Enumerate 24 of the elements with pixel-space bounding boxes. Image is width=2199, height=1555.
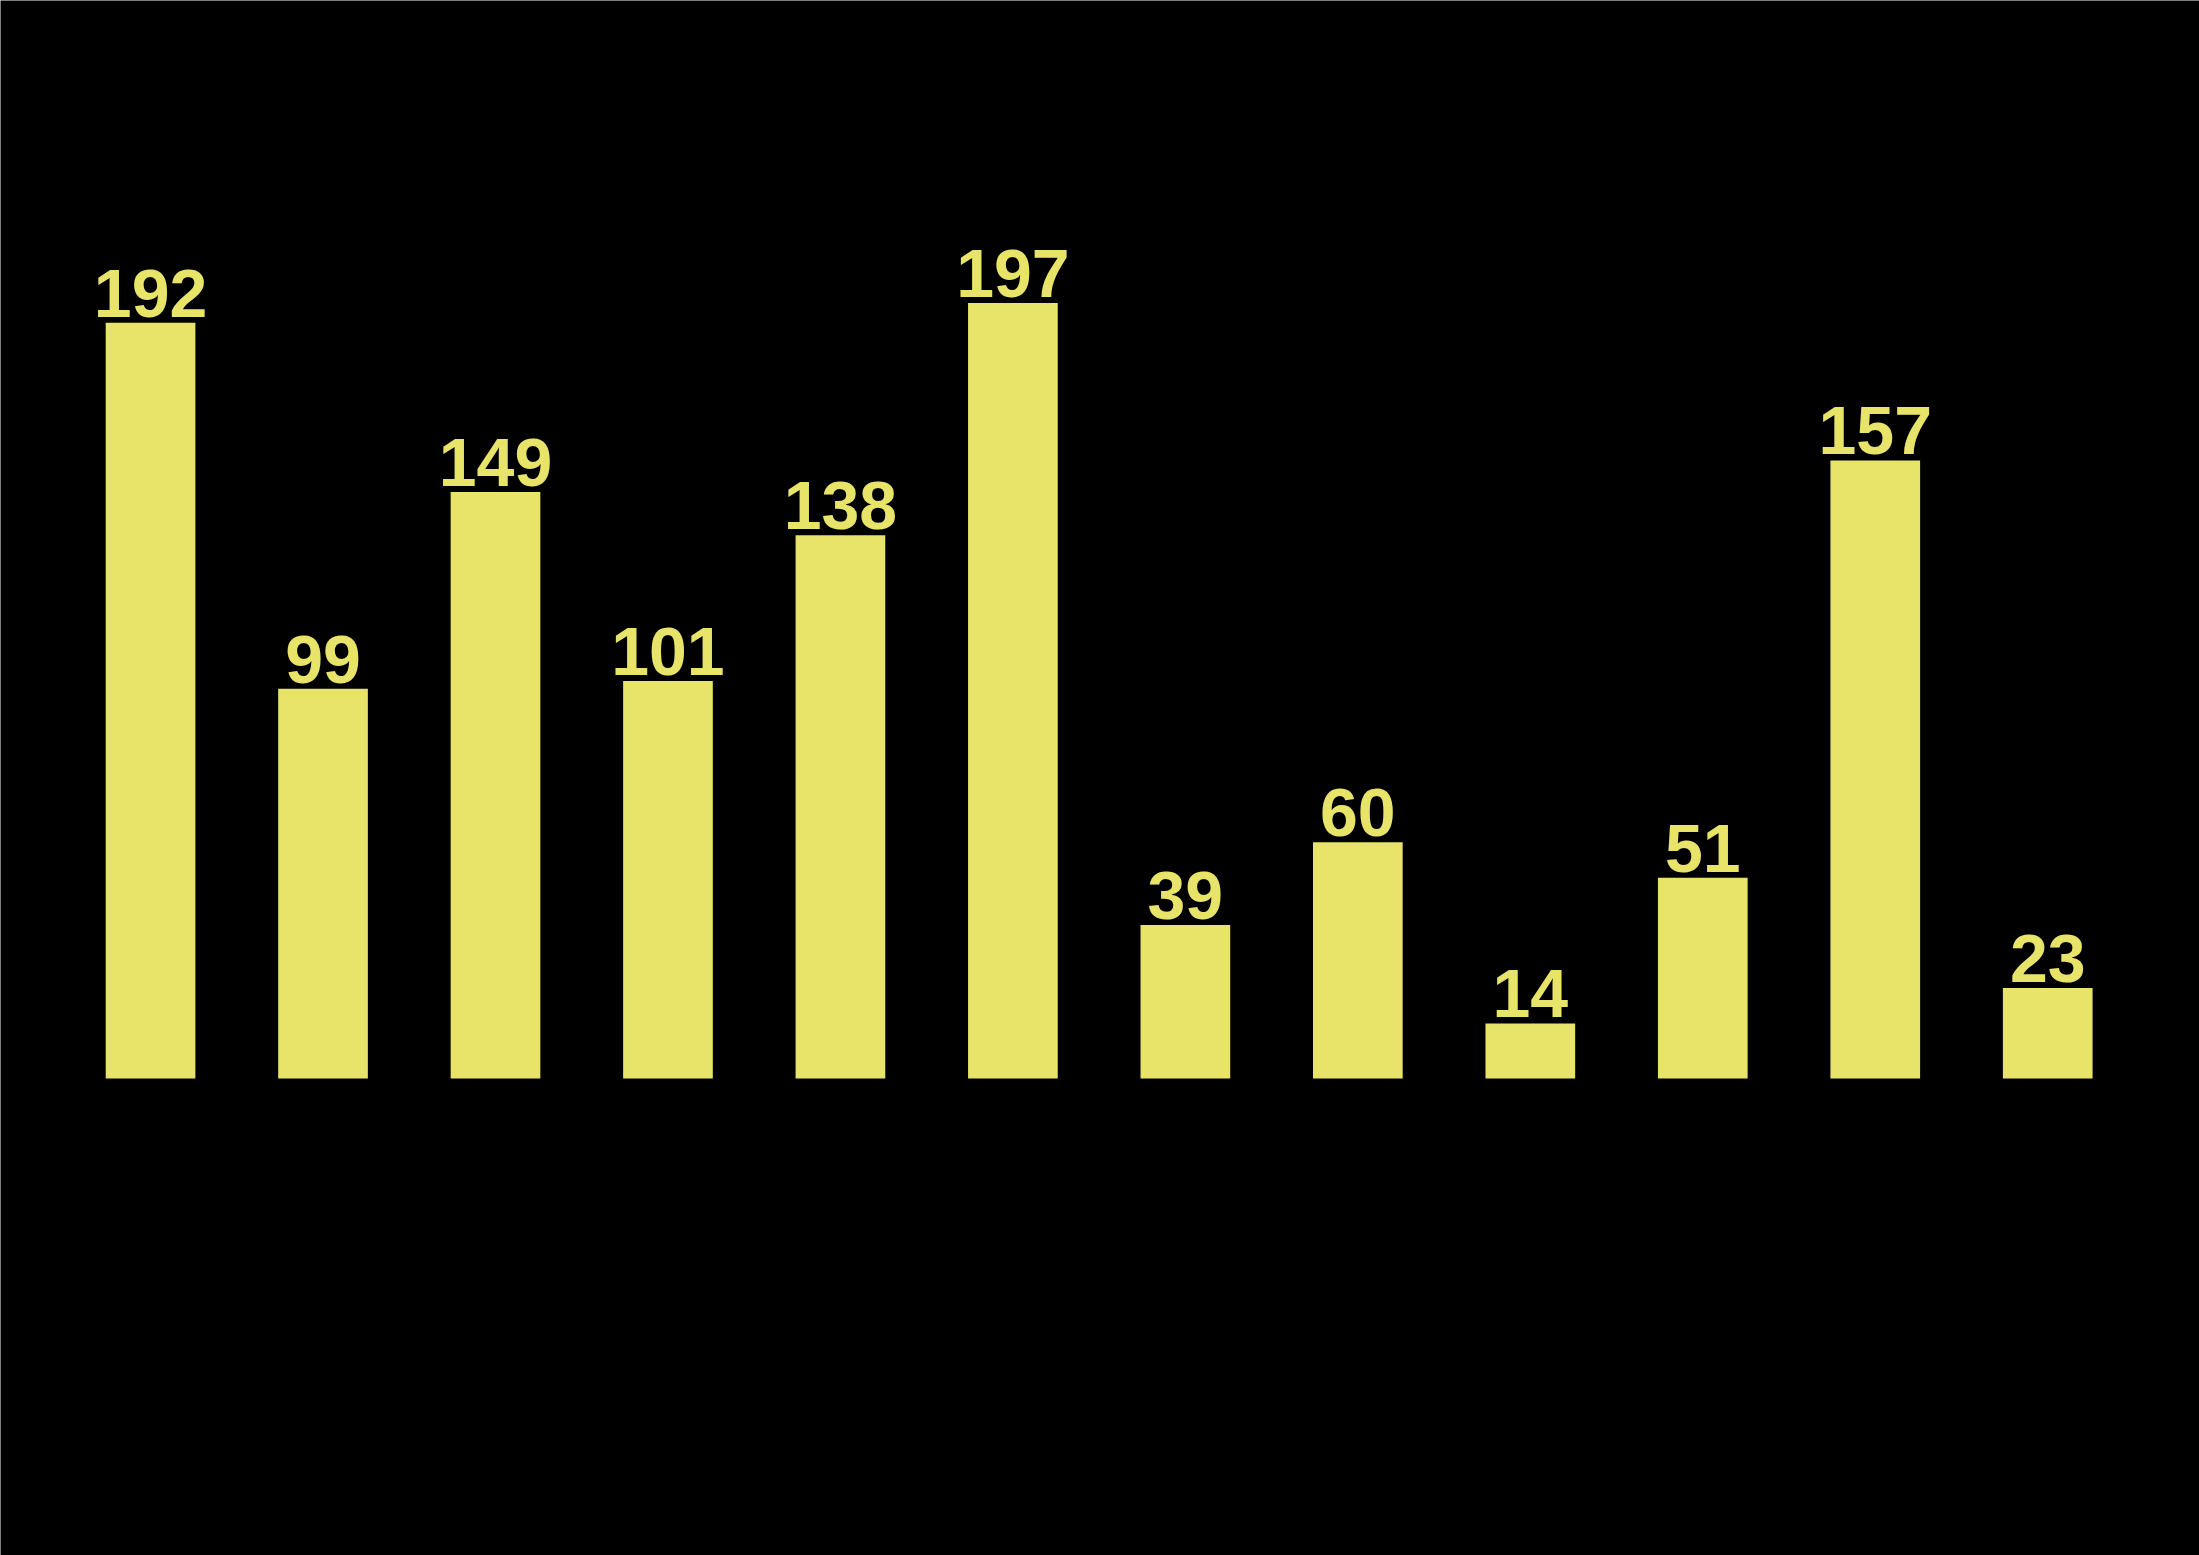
data-label: 101 <box>611 612 725 689</box>
bar <box>623 680 713 1079</box>
bar <box>450 491 541 1079</box>
data-label: 157 <box>1818 392 1932 469</box>
data-label: 60 <box>1320 774 1396 851</box>
bar <box>968 302 1058 1079</box>
data-label: 14 <box>1492 955 1569 1032</box>
data-label: 149 <box>438 423 553 500</box>
bar <box>1140 924 1231 1079</box>
data-label: 23 <box>2009 919 2086 996</box>
bar <box>1313 842 1403 1079</box>
data-label: 99 <box>285 620 361 697</box>
bar <box>2002 987 2093 1079</box>
data-label: 138 <box>783 467 898 544</box>
data-label: 51 <box>1664 809 1741 886</box>
data-label: 192 <box>93 254 208 331</box>
bar <box>1485 1023 1576 1079</box>
data-label: 197 <box>956 234 1070 311</box>
bar <box>278 688 368 1079</box>
bar <box>105 322 196 1079</box>
bar <box>1830 460 1921 1079</box>
data-label: 39 <box>1147 856 1224 933</box>
bar <box>795 535 886 1079</box>
bar <box>1657 877 1748 1079</box>
